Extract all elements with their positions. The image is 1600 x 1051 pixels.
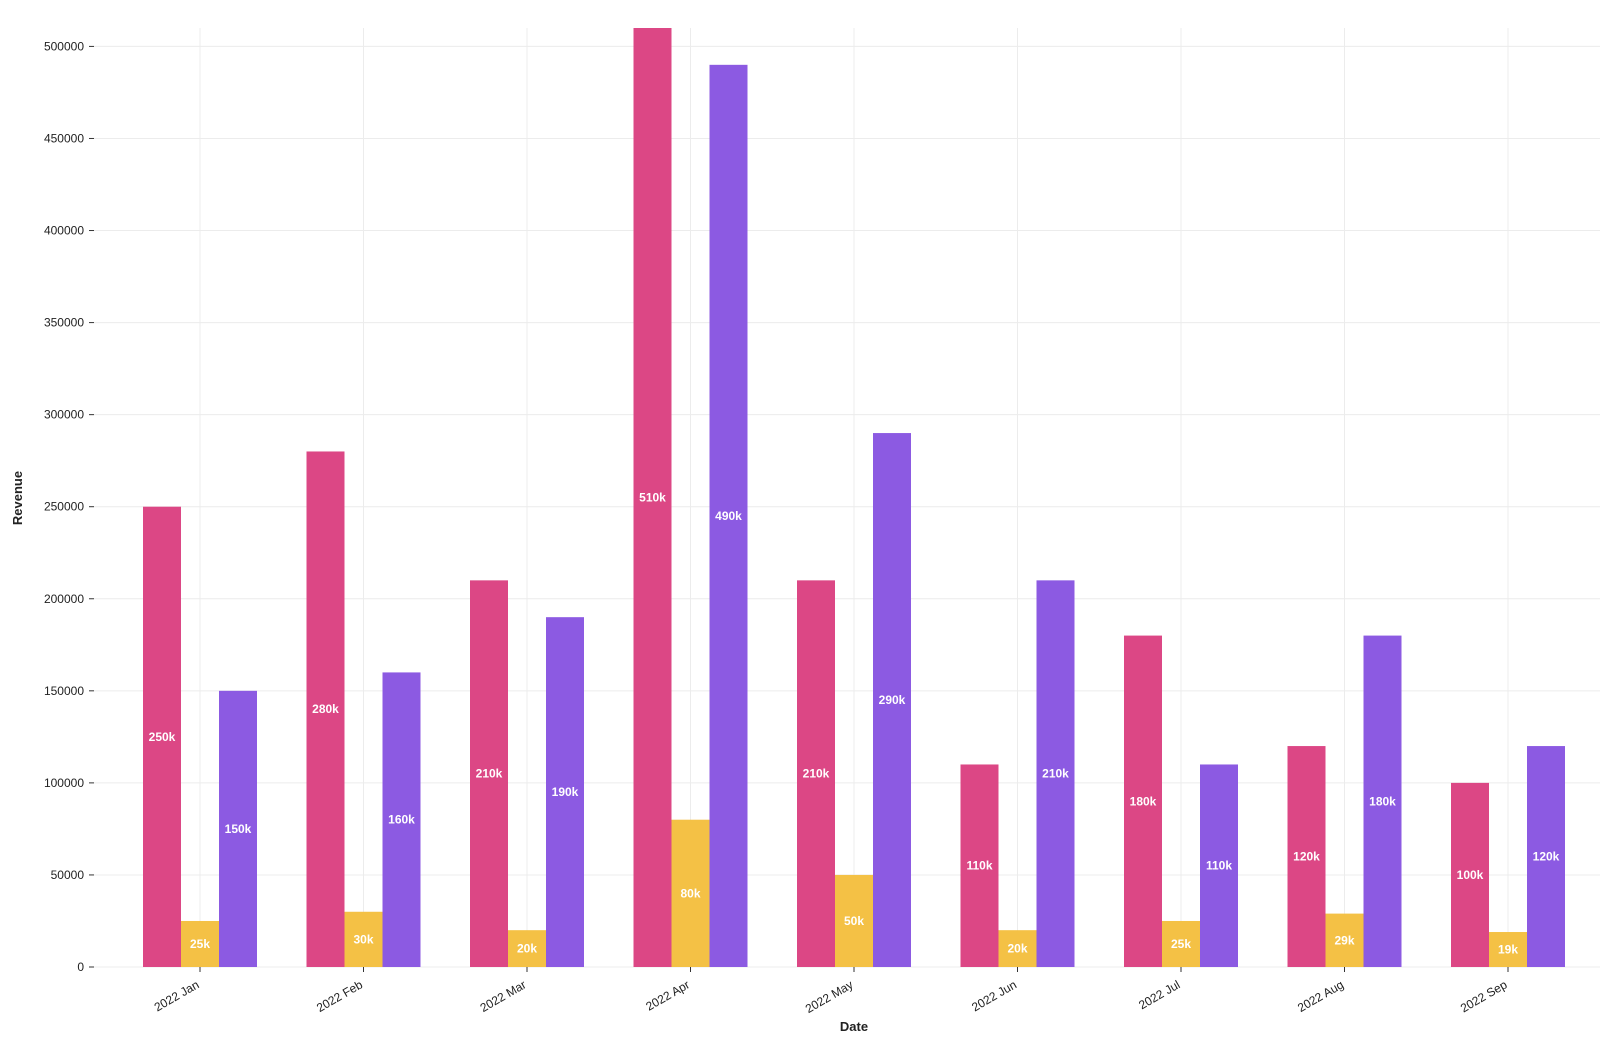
data-label: 20k [517, 942, 537, 956]
data-label: 120k [1533, 850, 1560, 864]
data-label: 290k [879, 693, 906, 707]
bar-series-3 [546, 617, 584, 967]
x-tick-label: 2022 Feb [314, 977, 365, 1015]
y-axis-title: Revenue [10, 471, 25, 525]
x-tick-label: 2022 May [803, 977, 856, 1015]
x-tick-label: 2022 Sep [1458, 977, 1510, 1015]
bar-series-3 [1363, 635, 1402, 967]
x-tick-label: 2022 Aug [1295, 977, 1346, 1014]
bar-series-3 [1200, 764, 1238, 967]
data-label: 100k [1457, 868, 1484, 882]
bar-series-2 [671, 819, 710, 967]
data-label: 210k [1042, 767, 1069, 781]
y-tick-label: 0 [77, 960, 84, 974]
bar-series-2 [1162, 920, 1200, 967]
data-label: 110k [966, 859, 992, 873]
bar-series-1 [1124, 635, 1162, 967]
bar-series-2 [344, 911, 383, 967]
x-tick-label: 2022 Jul [1136, 977, 1182, 1012]
data-label: 19k [1498, 943, 1518, 957]
data-label: 25k [1171, 937, 1191, 951]
bar-series-1 [306, 451, 345, 967]
bar-series-1 [1287, 746, 1326, 967]
y-tick-label: 350000 [44, 316, 84, 330]
bar-series-2 [1325, 913, 1364, 967]
data-label-layer: 250k 25k 150k 280k 30k 160k 210k 20k 190k 510k 80k… [149, 491, 1560, 957]
y-tick-label: 500000 [44, 39, 84, 53]
data-label: 29k [1334, 933, 1354, 947]
bar-series-3 [382, 672, 421, 967]
data-label: 250k [149, 730, 176, 744]
data-label: 210k [476, 767, 503, 781]
bar-series-1 [470, 580, 508, 967]
x-tick-label: 2022 Apr [643, 977, 692, 1013]
bar-series-2 [1489, 932, 1527, 967]
y-tick-label: 150000 [44, 684, 84, 698]
data-label: 180k [1130, 794, 1157, 808]
bar-series-1 [960, 764, 999, 967]
bar-series-1 [797, 580, 835, 967]
data-label: 30k [353, 932, 373, 946]
bar-series-3 [709, 64, 748, 967]
x-tick-label: 2022 Mar [478, 977, 529, 1014]
bar-series-1 [143, 506, 181, 967]
x-tick-label: 2022 Jan [152, 977, 202, 1014]
bar-layer [143, 28, 1565, 967]
bar-series-3 [1527, 746, 1565, 967]
y-tick-label: 100000 [44, 776, 84, 790]
data-label: 25k [190, 937, 210, 951]
data-label: 120k [1293, 850, 1320, 864]
data-label: 160k [388, 813, 415, 827]
bar-series-2 [181, 920, 219, 967]
y-tick-label: 50000 [51, 868, 85, 882]
data-label: 20k [1007, 942, 1027, 956]
bar-series-3 [873, 433, 911, 967]
bar-series-2 [508, 930, 546, 967]
x-tick-label: 2022 Jun [969, 977, 1019, 1014]
y-tick-label: 200000 [44, 592, 84, 606]
data-label: 510k [639, 491, 666, 505]
bar-series-3 [219, 690, 257, 967]
data-label: 80k [680, 886, 700, 900]
bar-series-2 [998, 930, 1037, 967]
x-axis-title: Date [840, 1019, 868, 1034]
data-label: 110k [1206, 859, 1232, 873]
y-tick-label: 300000 [44, 408, 84, 422]
data-label: 210k [803, 767, 830, 781]
bar-series-3 [1036, 580, 1075, 967]
grid-layer [94, 28, 1600, 968]
data-label: 280k [312, 702, 339, 716]
data-label: 180k [1369, 794, 1396, 808]
y-tick-label: 400000 [44, 224, 84, 238]
data-label: 50k [844, 914, 864, 928]
y-tick-label: 450000 [44, 131, 84, 145]
data-label: 490k [715, 509, 742, 523]
data-label: 150k [225, 822, 252, 836]
bar-series-1 [1451, 782, 1489, 967]
y-tick-label: 250000 [44, 500, 84, 514]
bar-series-2 [835, 874, 873, 967]
data-label: 190k [552, 785, 579, 799]
bar-series-1 [633, 28, 672, 967]
